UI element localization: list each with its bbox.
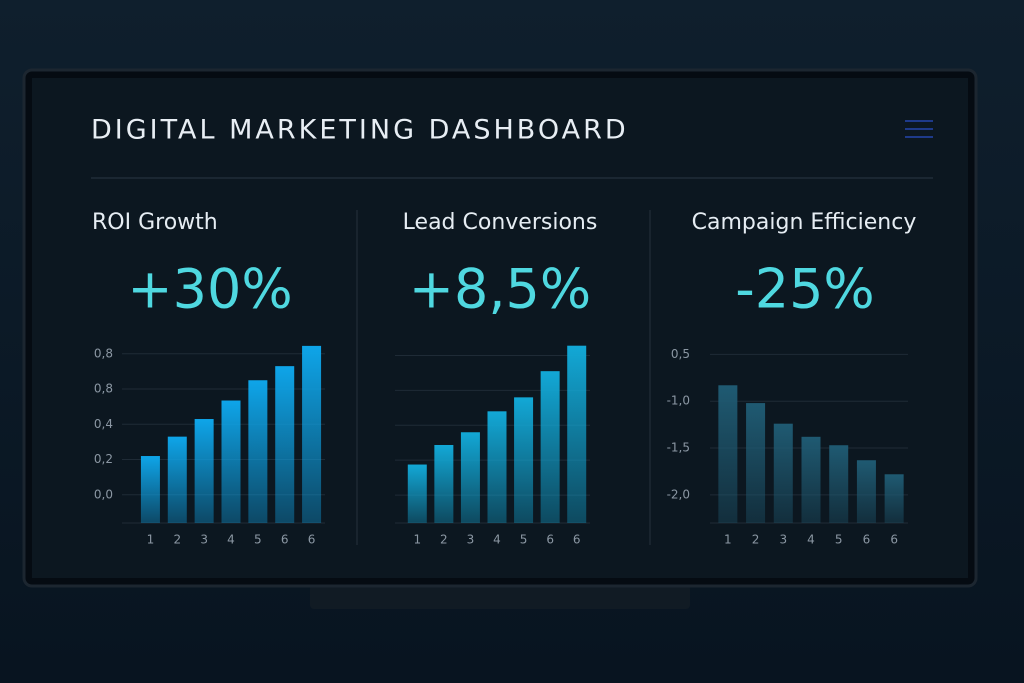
bar bbox=[140, 456, 160, 523]
x-tick-label: 1 bbox=[413, 533, 421, 547]
y-tick-label: 0,4 bbox=[94, 417, 113, 431]
kpi-value: +8,5% bbox=[409, 258, 591, 321]
bar bbox=[856, 460, 876, 523]
y-tick-label: 0,5 bbox=[671, 347, 690, 361]
x-tick-label: 5 bbox=[254, 533, 262, 547]
bar bbox=[746, 403, 766, 523]
x-tick-label: 3 bbox=[467, 533, 475, 547]
bar bbox=[460, 432, 480, 523]
x-tick-label: 5 bbox=[520, 533, 528, 547]
x-tick-label: 6 bbox=[546, 533, 554, 547]
x-tick-label: 6 bbox=[863, 533, 871, 547]
panel-title: ROI Growth bbox=[92, 210, 218, 235]
x-tick-label: 4 bbox=[227, 533, 235, 547]
bar bbox=[275, 366, 295, 523]
bar bbox=[434, 444, 454, 523]
y-tick-label: 0,8 bbox=[94, 382, 113, 396]
bar bbox=[407, 464, 427, 523]
x-tick-label: 1 bbox=[724, 533, 732, 547]
x-tick-label: 6 bbox=[890, 533, 898, 547]
bar bbox=[167, 436, 187, 523]
x-tick-label: 6 bbox=[281, 533, 289, 547]
monitor-stand bbox=[310, 585, 690, 609]
x-tick-label: 2 bbox=[752, 533, 760, 547]
x-tick-label: 5 bbox=[835, 533, 843, 547]
bar bbox=[540, 371, 560, 523]
x-tick-label: 4 bbox=[493, 533, 501, 547]
panel-title: Campaign Efficiency bbox=[692, 210, 917, 235]
y-tick-label: -1,5 bbox=[667, 441, 690, 455]
y-tick-label: -2,0 bbox=[667, 487, 690, 501]
bar bbox=[302, 345, 322, 523]
bar bbox=[773, 423, 793, 523]
y-tick-label: -1,0 bbox=[667, 394, 690, 408]
y-tick-label: 0,0 bbox=[94, 487, 113, 501]
bar bbox=[801, 436, 821, 523]
x-tick-label: 1 bbox=[147, 533, 155, 547]
x-tick-label: 3 bbox=[779, 533, 787, 547]
x-tick-label: 6 bbox=[308, 533, 316, 547]
x-tick-label: 4 bbox=[807, 533, 815, 547]
bar bbox=[514, 397, 534, 523]
bar bbox=[829, 445, 849, 523]
y-tick-label: 0,2 bbox=[94, 452, 113, 466]
chart-panel: Campaign Efficiency -25% 0,5 -1,0 -1,5 -2,0 1 2… bbox=[667, 210, 917, 547]
x-tick-label: 2 bbox=[440, 533, 448, 547]
y-tick-label: 0,8 bbox=[94, 346, 113, 360]
x-tick-label: 2 bbox=[173, 533, 181, 547]
menu-icon[interactable] bbox=[905, 120, 933, 138]
bar bbox=[884, 474, 904, 523]
bar bbox=[221, 400, 241, 523]
bar bbox=[248, 380, 268, 523]
x-tick-label: 3 bbox=[200, 533, 208, 547]
bar bbox=[567, 345, 587, 523]
chart-panel: ROI Growth +30% 0,0 0,2 0,4 0,8 0,8 1 2 3 4 5 6 6 bbox=[92, 210, 325, 547]
kpi-value: +30% bbox=[127, 258, 292, 321]
bar bbox=[718, 385, 738, 523]
bar bbox=[194, 419, 214, 523]
x-tick-label: 6 bbox=[573, 533, 581, 547]
chart-panel: Lead Conversions +8,5% 1 2 3 4 5 6 6 bbox=[395, 210, 597, 547]
bar bbox=[487, 411, 507, 523]
dashboard-title: DIGITAL MARKETING DASHBOARD bbox=[91, 115, 629, 146]
panel-title: Lead Conversions bbox=[403, 210, 598, 235]
kpi-value: -25% bbox=[735, 258, 875, 321]
